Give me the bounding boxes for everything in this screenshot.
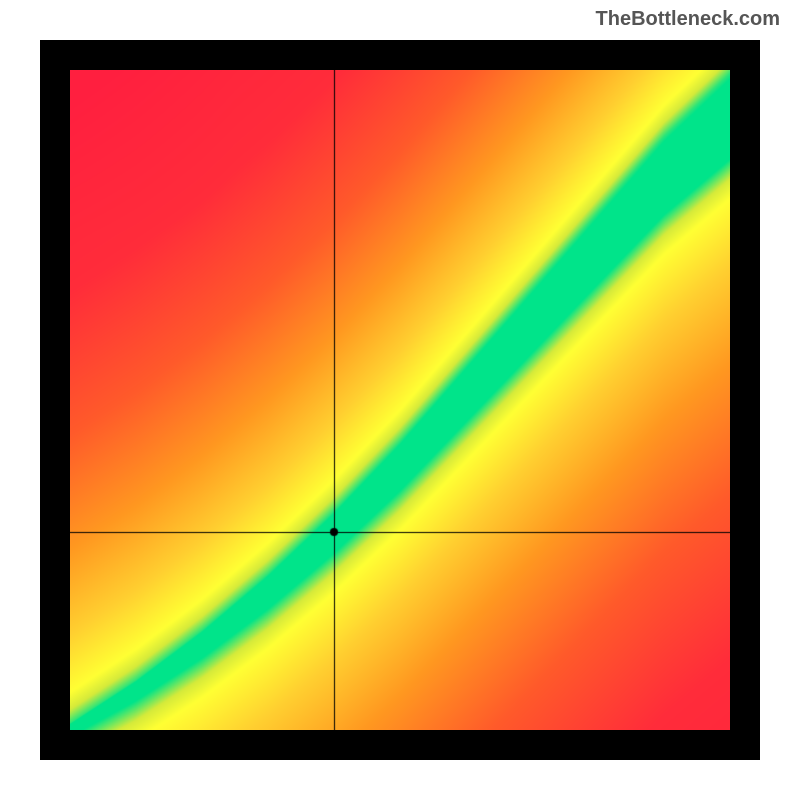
chart-container: TheBottleneck.com <box>0 0 800 800</box>
plot-border <box>40 40 760 760</box>
watermark-text: TheBottleneck.com <box>596 8 780 31</box>
heatmap-plot <box>70 70 730 730</box>
heatmap-canvas <box>70 70 730 730</box>
